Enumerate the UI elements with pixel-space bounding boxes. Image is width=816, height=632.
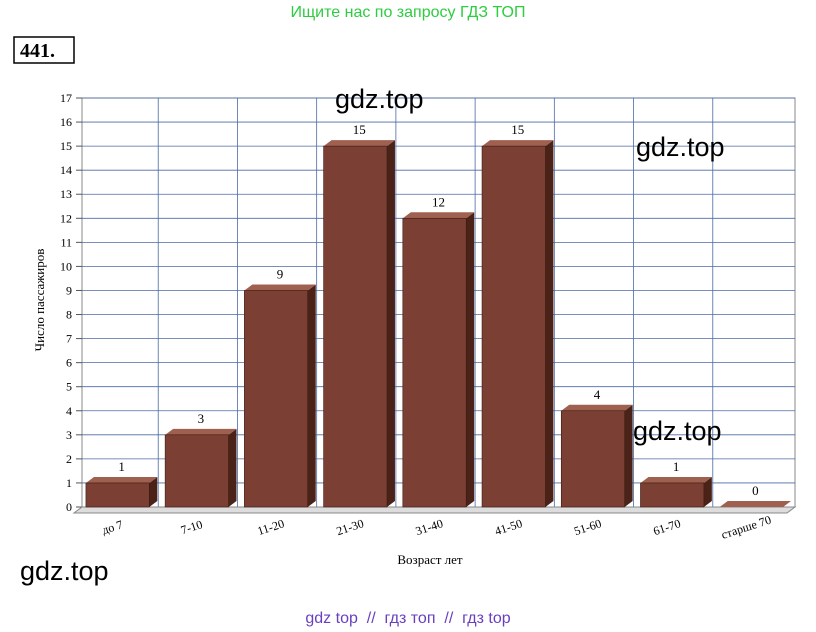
x-axis-label: Возраст лет bbox=[397, 552, 463, 567]
x-tick-label: 7-10 bbox=[179, 517, 204, 537]
value-label: 4 bbox=[594, 387, 601, 402]
bar bbox=[323, 145, 388, 508]
y-axis-label: Число пассажиров bbox=[32, 249, 47, 352]
x-tick-label: до 7 bbox=[100, 517, 124, 537]
value-label: 1 bbox=[118, 459, 125, 474]
y-tick-label: 12 bbox=[60, 211, 72, 225]
x-tick-label: 51-60 bbox=[572, 516, 603, 538]
bar-side bbox=[703, 476, 712, 507]
y-tick-label: 8 bbox=[66, 308, 72, 322]
bar-side bbox=[149, 476, 158, 507]
watermark: gdz.top bbox=[20, 556, 109, 586]
bar-side bbox=[624, 404, 633, 507]
bar-top bbox=[244, 284, 316, 291]
x-tick-label: старше 70 bbox=[719, 513, 772, 542]
bar-side bbox=[307, 284, 316, 507]
y-tick-label: 10 bbox=[60, 259, 72, 273]
value-label: 9 bbox=[277, 266, 284, 281]
y-tick-label: 6 bbox=[66, 356, 72, 370]
value-label: 1 bbox=[673, 459, 680, 474]
y-tick-label: 0 bbox=[66, 500, 72, 514]
y-tick-label: 15 bbox=[60, 139, 72, 153]
bar bbox=[244, 290, 309, 508]
bar bbox=[402, 217, 467, 508]
y-tick-label: 5 bbox=[66, 380, 72, 394]
floor bbox=[72, 506, 797, 514]
bar-top bbox=[402, 212, 475, 219]
bar-top bbox=[561, 404, 633, 411]
y-tick-label: 2 bbox=[66, 452, 72, 466]
bar-top bbox=[85, 476, 158, 483]
y-tick-label: 4 bbox=[66, 404, 72, 418]
watermark: gdz.top bbox=[335, 84, 424, 114]
y-tick-label: 17 bbox=[60, 91, 72, 105]
watermark: gdz.top bbox=[633, 416, 722, 446]
value-label: 0 bbox=[752, 483, 759, 498]
bar bbox=[164, 434, 229, 508]
bar-side bbox=[545, 140, 554, 507]
bar-side bbox=[466, 212, 475, 507]
y-tick-label: 9 bbox=[66, 283, 72, 297]
problem-number: 441. bbox=[20, 40, 55, 62]
y-tick-label: 16 bbox=[60, 115, 72, 129]
y-tick-label: 1 bbox=[66, 476, 72, 490]
x-tick-label: 21-30 bbox=[335, 516, 366, 538]
y-tick-label: 14 bbox=[60, 163, 72, 177]
y-tick-label: 11 bbox=[60, 235, 72, 249]
value-label: 3 bbox=[198, 411, 205, 426]
bar-side bbox=[228, 428, 237, 507]
bar-side bbox=[386, 140, 395, 507]
x-tick-label: 11-20 bbox=[256, 516, 287, 538]
bar bbox=[560, 410, 625, 508]
bar bbox=[481, 145, 546, 508]
value-label: 15 bbox=[511, 122, 524, 137]
bar-top bbox=[165, 428, 237, 435]
y-tick-label: 3 bbox=[66, 428, 72, 442]
header: Ищите нас по запросу ГДЗ ТОП bbox=[291, 4, 526, 21]
bar-top bbox=[640, 476, 712, 483]
y-tick-label: 7 bbox=[66, 332, 72, 346]
value-label: 12 bbox=[432, 194, 445, 209]
bar-top bbox=[323, 140, 395, 147]
bar-top bbox=[719, 501, 792, 507]
footer: gdz top // гдз топ // гдз top bbox=[305, 610, 510, 627]
x-tick-label: 31-40 bbox=[414, 516, 445, 538]
value-label: 15 bbox=[353, 122, 366, 137]
y-tick-label: 13 bbox=[60, 187, 72, 201]
number-box bbox=[13, 36, 75, 64]
x-tick-label: 41-50 bbox=[493, 516, 524, 538]
watermark: gdz.top bbox=[636, 132, 725, 162]
bar bbox=[640, 482, 705, 508]
x-tick-label: 61-70 bbox=[651, 516, 682, 538]
bar-top bbox=[482, 140, 554, 147]
bar bbox=[85, 482, 150, 508]
